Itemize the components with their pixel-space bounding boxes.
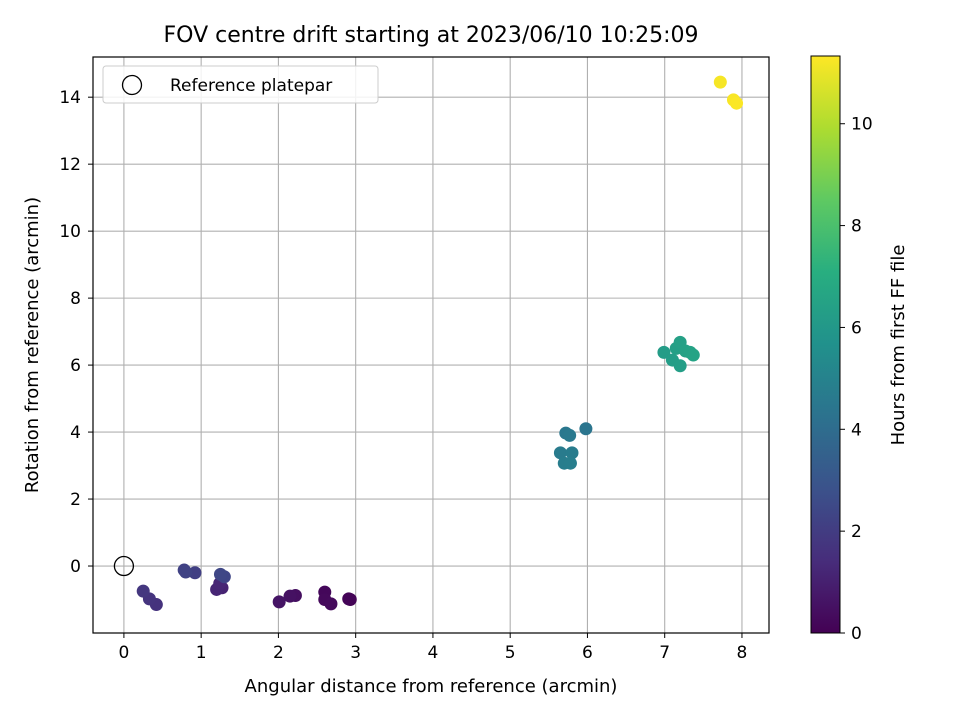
data-point [553,446,567,460]
plot-frame [92,56,770,634]
y-tick-label: 12 [59,155,81,175]
x-tick-label: 5 [505,643,516,663]
y-tick-label: 0 [70,557,81,577]
colorbar-tick-label: 6 [851,318,862,338]
data-point [188,566,202,580]
data-point [730,96,744,110]
colorbar: 0 2 4 6 8 10 Hours from first FF file [810,55,909,644]
data-point [342,592,356,606]
data-point [673,359,687,373]
data-point [272,595,286,609]
y-tick-label: 14 [59,88,81,108]
colorbar-ticks: 0 2 4 6 8 10 [840,115,873,644]
y-axis-ticks: 0 2 4 6 8 10 12 14 [59,88,93,577]
data-point [565,446,579,460]
legend-entry-reference-platepar: Reference platepar [170,76,332,96]
x-tick-label: 1 [196,643,207,663]
data-point [686,348,700,362]
data-point [563,456,577,470]
x-tick-label: 4 [428,643,439,663]
data-point [136,584,150,598]
data-point [283,589,297,603]
y-tick-label: 8 [70,289,81,309]
colorbar-tick-label: 0 [851,624,862,644]
legend: Reference platepar [102,65,379,104]
grid-lines [93,57,769,633]
y-tick-label: 10 [59,222,81,242]
reference-platepar-marker [113,555,135,577]
legend-box [102,65,379,104]
x-axis-ticks: 0 1 2 3 4 5 6 7 8 [118,633,747,663]
x-tick-label: 7 [659,643,670,663]
y-tick-label: 4 [70,423,81,443]
x-tick-label: 8 [737,643,748,663]
x-tick-label: 0 [118,643,129,663]
legend-reference-marker [121,74,143,96]
data-points [113,75,744,612]
data-point [713,75,727,89]
chart-title: FOV centre drift starting at 2023/06/10 … [164,23,699,48]
data-point [324,597,338,611]
colorbar-tick-label: 8 [851,217,862,237]
data-point [579,422,593,436]
data-point [563,428,577,442]
colorbar-gradient [810,55,841,634]
data-point [213,567,227,581]
data-point [179,565,193,579]
x-axis-label: Angular distance from reference (arcmin) [245,676,618,697]
colorbar-tick-label: 4 [851,420,862,440]
x-tick-label: 3 [350,643,361,663]
colorbar-tick-label: 2 [851,522,862,542]
x-tick-label: 6 [582,643,593,663]
colorbar-tick-label: 10 [851,115,873,135]
y-tick-label: 6 [70,356,81,376]
x-tick-label: 2 [273,643,284,663]
data-point [657,345,671,359]
colorbar-label: Hours from first FF file [888,245,909,446]
y-axis-label: Rotation from reference (arcmin) [22,197,43,493]
y-tick-label: 2 [70,490,81,510]
